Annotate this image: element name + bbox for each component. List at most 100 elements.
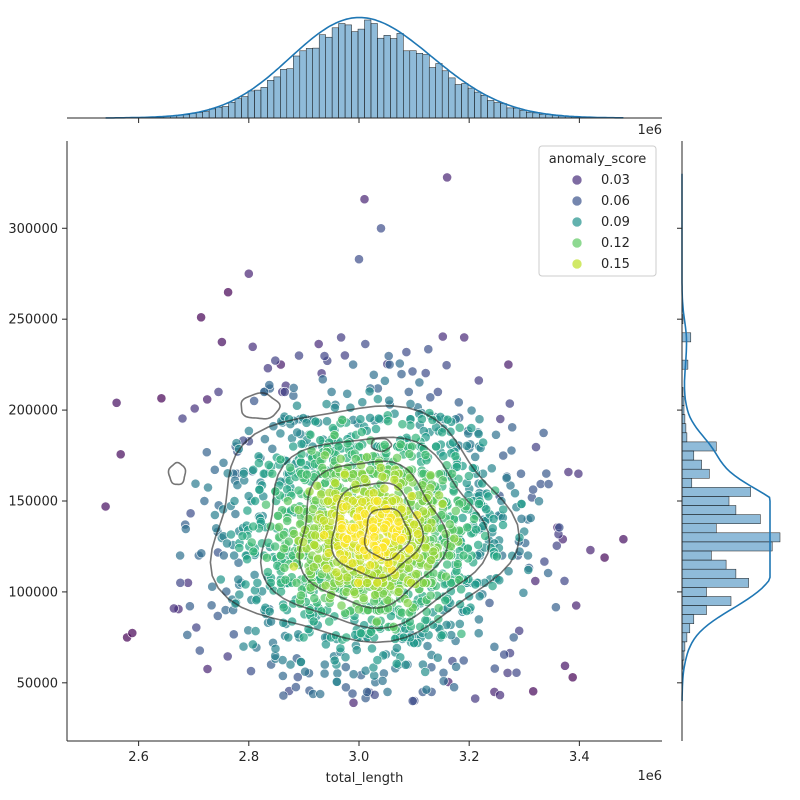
data-point	[441, 360, 452, 371]
right-hist-bar	[681, 568, 737, 579]
data-point	[473, 614, 484, 625]
right-hist-bar	[681, 532, 781, 543]
data-point	[489, 663, 500, 674]
right-kde-line	[681, 173, 771, 701]
data-point	[199, 496, 210, 506]
data-point	[438, 667, 449, 678]
data-point	[406, 491, 417, 501]
data-point	[349, 587, 360, 597]
data-point	[393, 516, 404, 527]
top-hist-bar	[357, 28, 365, 119]
data-point	[451, 461, 462, 472]
data-point	[543, 568, 553, 578]
top-hist-bar	[513, 107, 521, 119]
data-point	[293, 485, 304, 496]
data-point	[395, 439, 406, 450]
top-hist-bar	[351, 31, 359, 119]
data-point	[409, 519, 420, 530]
data-point	[341, 501, 352, 512]
data-point	[506, 445, 517, 456]
data-point	[495, 690, 505, 700]
top-hist-bar	[286, 68, 294, 119]
data-point	[127, 628, 138, 638]
data-point	[525, 513, 536, 523]
data-point	[296, 438, 307, 449]
top-hist-bar	[422, 54, 430, 119]
top-hist-bar	[461, 83, 469, 119]
right-marginal-histogram	[681, 141, 781, 741]
data-point	[487, 523, 498, 534]
data-point	[470, 693, 481, 704]
x-tick-label: 3.4	[569, 750, 590, 765]
data-point	[420, 449, 431, 460]
contour-island	[370, 437, 393, 453]
data-point	[357, 397, 368, 408]
data-point	[444, 519, 455, 530]
data-point	[442, 414, 453, 425]
data-point	[320, 468, 330, 479]
data-point	[454, 422, 465, 433]
y-tick-label: 250000	[8, 313, 58, 328]
data-point	[347, 688, 358, 699]
data-point	[372, 496, 383, 506]
data-point	[230, 509, 241, 519]
data-point	[203, 482, 213, 493]
data-point	[248, 546, 259, 557]
data-point	[340, 652, 351, 663]
data-point	[175, 577, 186, 588]
right-hist-bar	[681, 541, 773, 552]
data-point	[382, 687, 393, 697]
data-point	[259, 434, 270, 444]
data-point	[320, 639, 331, 650]
data-point	[342, 438, 353, 449]
data-point	[323, 496, 333, 506]
data-point	[474, 591, 485, 602]
contour-level	[330, 481, 425, 580]
data-point	[336, 600, 347, 611]
top-hist-bar	[325, 36, 333, 119]
data-point	[486, 463, 497, 474]
data-point	[317, 374, 328, 385]
data-point	[279, 543, 289, 554]
data-point	[326, 386, 337, 397]
data-point	[294, 350, 304, 361]
data-point	[490, 485, 500, 496]
data-point	[253, 458, 264, 468]
right-hist-bar	[681, 468, 710, 479]
data-point	[481, 504, 492, 515]
right-hist-bar	[681, 496, 730, 506]
data-point	[279, 386, 290, 397]
right-hist-bar	[681, 596, 732, 606]
data-point	[431, 441, 441, 452]
data-point	[319, 530, 329, 540]
data-point	[309, 593, 320, 604]
data-point	[184, 601, 195, 612]
right-hist-bar	[681, 432, 688, 443]
data-point	[275, 428, 286, 439]
data-point	[531, 442, 541, 452]
data-point	[379, 483, 390, 494]
data-point	[459, 332, 470, 343]
data-point	[339, 469, 350, 480]
data-point	[273, 510, 283, 521]
data-point	[489, 641, 500, 652]
data-point	[458, 550, 469, 561]
axes-labels: 2.6 2.8 3.0 3.2 3.4 50000 100000 150000 200000 25…	[8, 118, 682, 786]
data-point	[422, 523, 433, 534]
right-hist-bar	[681, 423, 687, 434]
data-point	[252, 577, 263, 588]
data-point	[414, 377, 425, 388]
data-point	[234, 543, 245, 553]
data-point	[365, 560, 376, 571]
data-point	[416, 414, 427, 425]
data-point	[319, 351, 330, 361]
data-point	[329, 655, 340, 666]
data-point	[298, 632, 309, 643]
data-point	[313, 554, 323, 564]
data-point	[404, 449, 415, 459]
data-point	[332, 668, 343, 679]
data-point	[362, 577, 372, 588]
data-point	[528, 484, 538, 495]
data-point	[221, 586, 232, 597]
contour-level	[363, 507, 412, 561]
